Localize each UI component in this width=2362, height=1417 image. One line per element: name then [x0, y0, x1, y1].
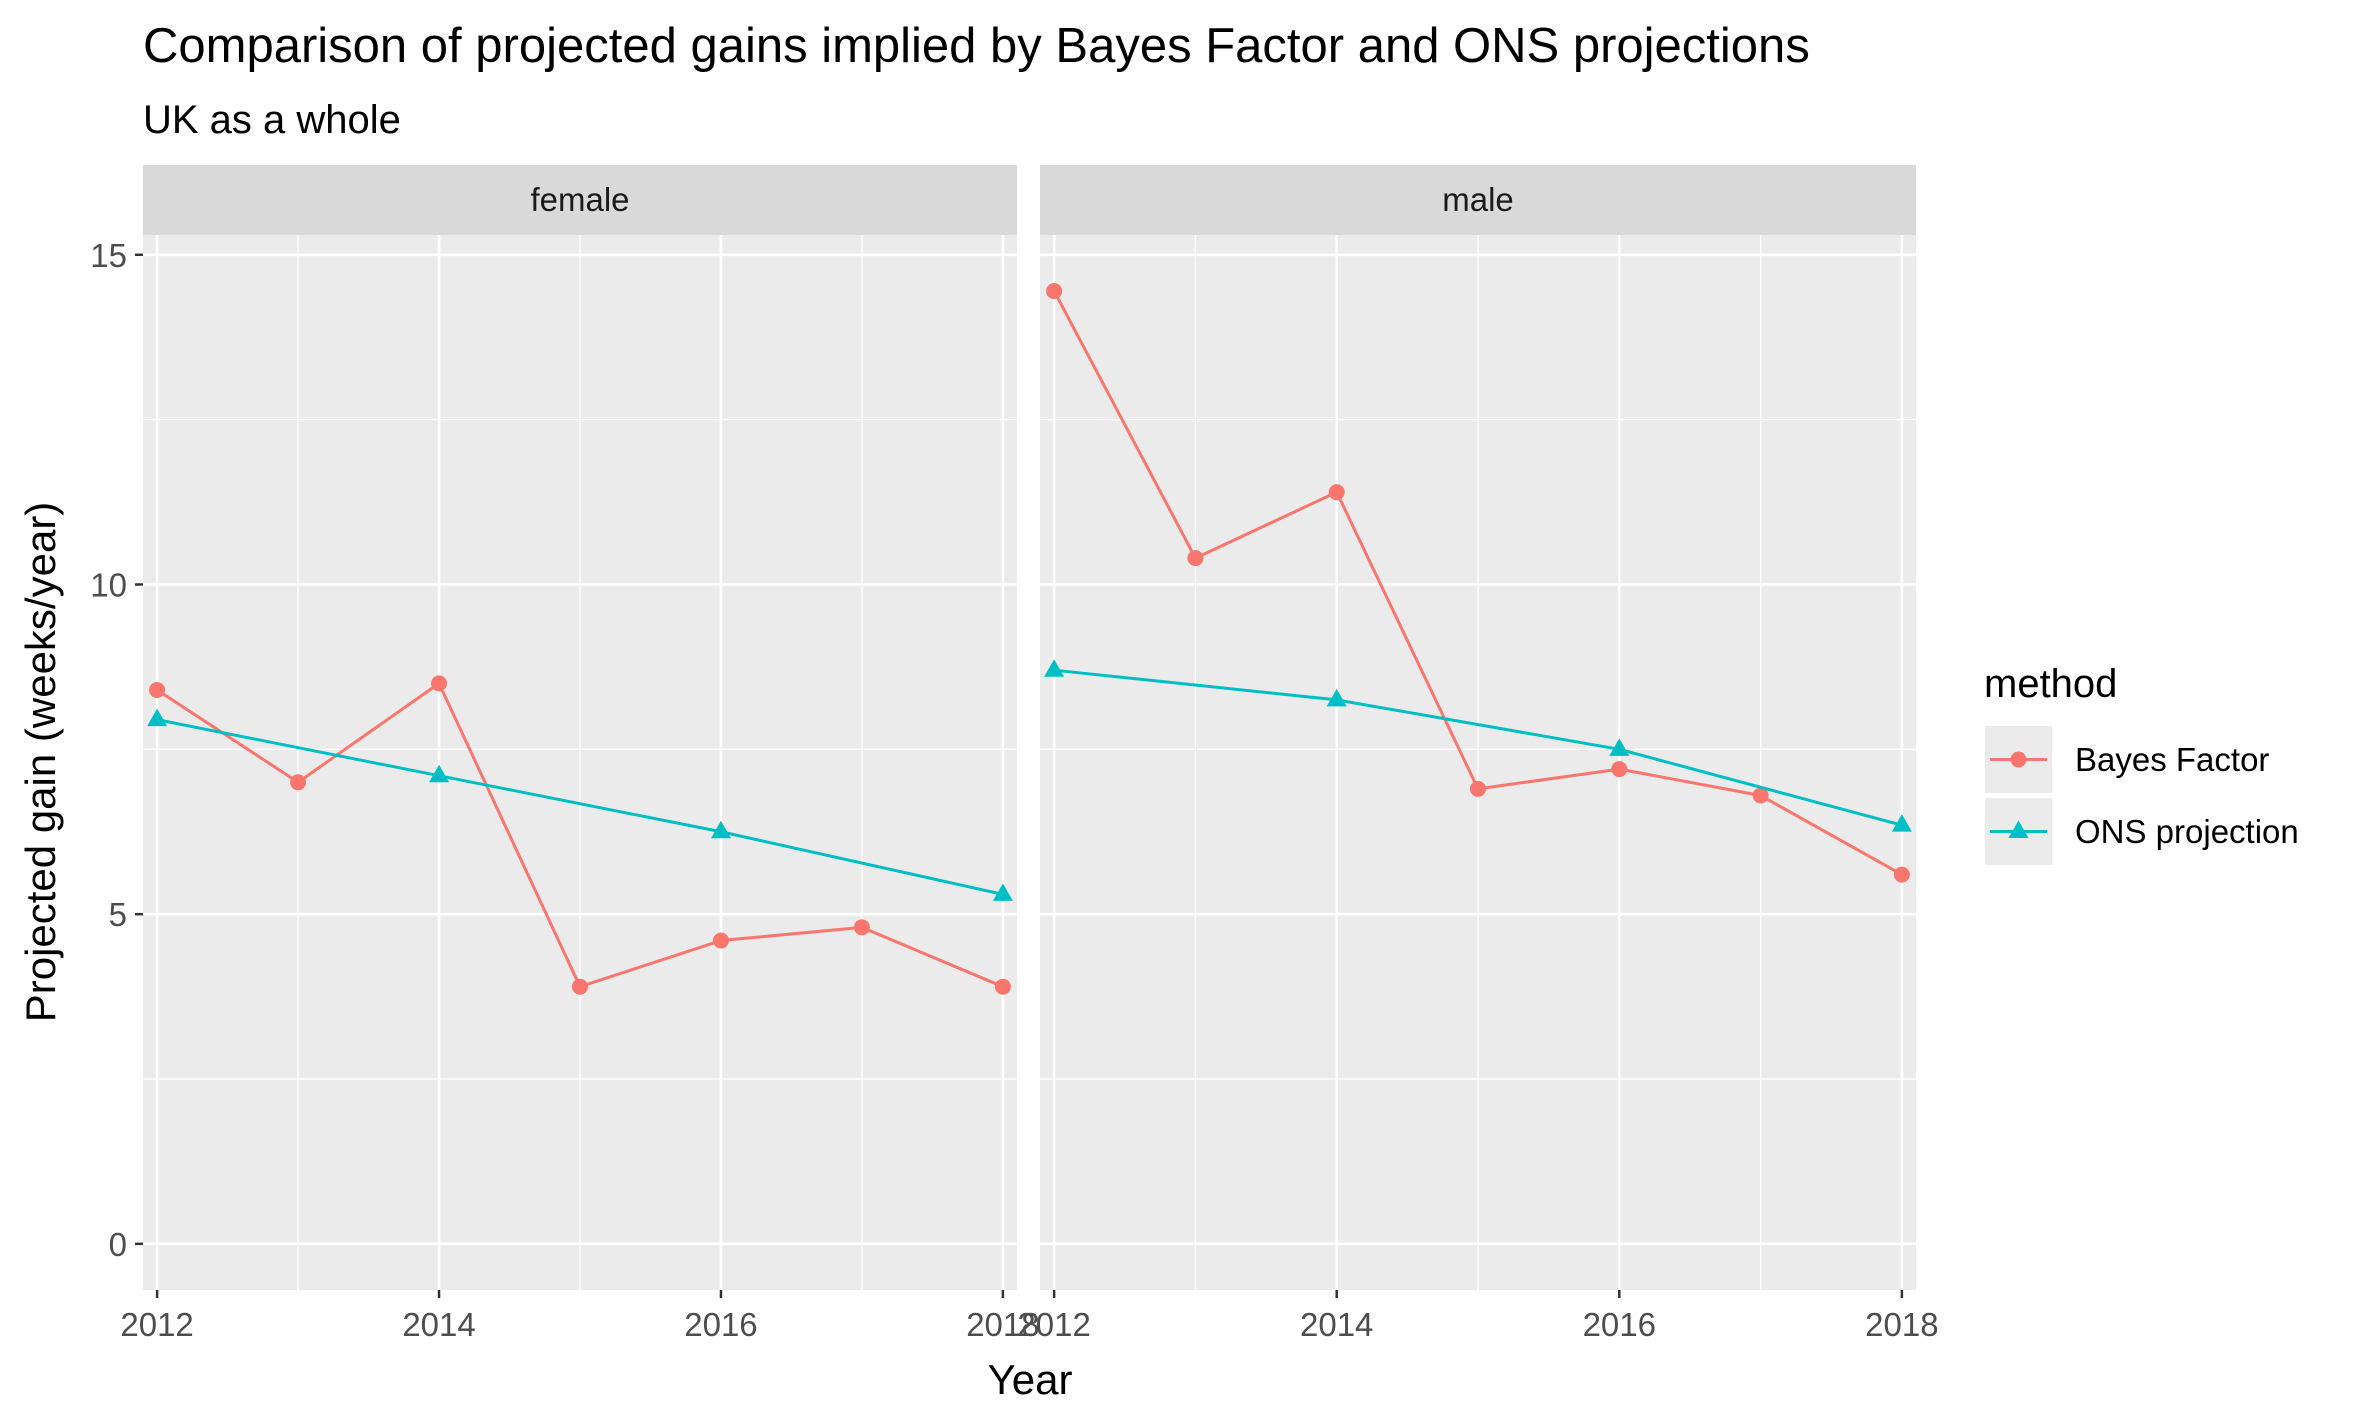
y-tick-label: 10: [90, 566, 127, 603]
data-point-circle: [149, 681, 166, 698]
legend-title: method: [1984, 662, 2117, 706]
legend-item-bayes-factor: Bayes Factor: [1983, 724, 2269, 795]
facet-male: male 2012 2014 2016 2018: [1017, 165, 1939, 1343]
facet-strip-label: male: [1442, 181, 1514, 218]
data-point-circle: [712, 932, 729, 949]
legend-label: Bayes Factor: [2075, 741, 2269, 778]
data-point-circle: [1187, 550, 1204, 567]
series-ons-projection: [1044, 659, 1912, 832]
series-bayes-factor: [149, 675, 1011, 995]
data-point-circle: [1046, 283, 1063, 300]
facets: 0 5 10 15 female 2012 2014 2016 2018 male 2012 2014…: [90, 165, 1939, 1343]
data-point-circle: [994, 978, 1011, 995]
x-tick-label: 2014: [402, 1306, 475, 1343]
facet-strip: [143, 165, 1017, 235]
y-axis-title: Projected gain (weeks/year): [17, 502, 64, 1023]
facet-strip-label: female: [530, 181, 629, 218]
data-point-triangle: [1044, 659, 1065, 677]
series-line: [156, 718, 1004, 896]
data-point-triangle: [710, 820, 731, 839]
series-ons-projection: [147, 708, 1013, 901]
grid-lines: [1040, 235, 1916, 1290]
legend: method Bayes Factor ONS projection: [1983, 662, 2299, 867]
legend-label: ONS projection: [2075, 813, 2299, 850]
data-point-triangle: [429, 764, 450, 783]
x-tick-label: 2012: [1017, 1306, 1090, 1343]
grid-lines: [143, 235, 1017, 1290]
chart-subtitle: UK as a whole: [143, 98, 401, 142]
data-point-circle: [572, 978, 588, 995]
data-point-circle: [1752, 787, 1769, 804]
data-point-circle: [853, 919, 870, 936]
y-tick-label: 5: [109, 896, 127, 933]
facet-strip: [1040, 165, 1916, 235]
x-tick-label: 2014: [1300, 1306, 1373, 1343]
data-point-circle: [1328, 484, 1345, 501]
y-axis: 0 5 10 15: [90, 237, 143, 1263]
chart-title: Comparison of projected gains implied by…: [143, 19, 1810, 73]
series-bayes-factor: [1046, 283, 1910, 883]
x-axis: 2012 2014 2016 2018: [1017, 1290, 1939, 1343]
x-axis: 2012 2014 2016 2018: [120, 1290, 1040, 1343]
legend-key-circle: [2010, 751, 2027, 768]
data-point-triangle: [1891, 814, 1912, 832]
y-tick-label: 15: [90, 237, 127, 274]
x-axis-title: Year: [988, 1356, 1073, 1403]
legend-item-ons-projection: ONS projection: [1983, 796, 2299, 867]
y-tick-label: 0: [109, 1226, 127, 1263]
data-point-circle: [1470, 780, 1486, 797]
data-point-circle: [431, 675, 448, 692]
facet-female: female 2012 2014 2016 2018: [120, 165, 1040, 1343]
legend-key-triangle: [2008, 820, 2029, 838]
data-point-triangle: [1609, 738, 1630, 756]
x-tick-label: 2016: [684, 1306, 757, 1343]
data-point-triangle: [147, 708, 168, 727]
data-point-triangle: [992, 883, 1013, 901]
data-point-circle: [290, 774, 307, 791]
x-tick-label: 2012: [120, 1306, 193, 1343]
legend-keys: Bayes Factor ONS projection: [1983, 724, 2299, 867]
x-tick-label: 2018: [966, 1306, 1039, 1343]
series-line: [1053, 668, 1903, 827]
x-tick-label: 2018: [1865, 1306, 1938, 1343]
data-point-triangle: [1326, 688, 1347, 707]
x-tick-label: 2016: [1583, 1306, 1656, 1343]
data-point-circle: [1893, 866, 1910, 883]
data-point-circle: [1611, 761, 1628, 778]
